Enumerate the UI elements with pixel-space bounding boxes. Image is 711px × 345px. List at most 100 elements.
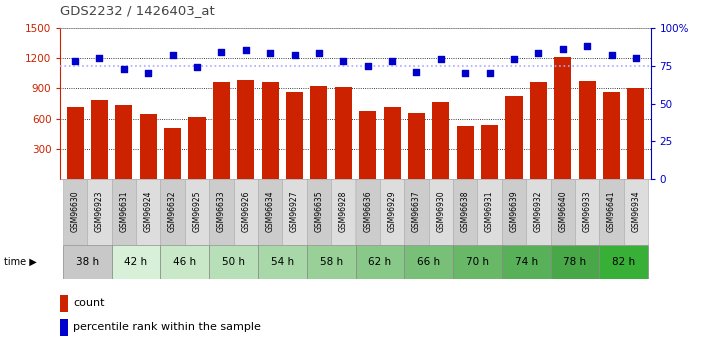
Bar (429, 179, 453, 245)
Text: GSM96639: GSM96639 (510, 190, 518, 232)
Bar (599, 179, 624, 245)
Point (94, 55, 105, 61)
Text: 50 h: 50 h (222, 257, 245, 267)
Bar (115, 105, 132, 179)
Bar (112, 179, 136, 245)
Bar (453, 179, 477, 245)
Point (264, 51, 276, 56)
Point (167, 52, 178, 58)
Text: GSM96930: GSM96930 (437, 190, 445, 232)
Text: GSM96926: GSM96926 (241, 190, 250, 231)
Text: 54 h: 54 h (271, 257, 294, 267)
Bar (359, 111, 376, 179)
Bar (408, 112, 425, 179)
Bar (502, 179, 526, 245)
Bar (481, 125, 498, 179)
Text: GSM96637: GSM96637 (412, 190, 421, 232)
Bar (91, 100, 108, 179)
Text: 66 h: 66 h (417, 257, 440, 267)
Bar (453, 245, 502, 279)
Point (459, 70, 471, 76)
Bar (213, 82, 230, 179)
Text: GSM96923: GSM96923 (95, 190, 104, 231)
Point (314, 51, 325, 56)
Bar (380, 179, 405, 245)
Text: count: count (73, 298, 105, 308)
Bar (331, 179, 356, 245)
Bar (161, 179, 185, 245)
Point (70, 58, 81, 64)
Text: GSM96636: GSM96636 (363, 190, 372, 232)
Bar (550, 245, 599, 279)
Bar (234, 179, 258, 245)
Bar (209, 245, 258, 279)
Bar (356, 245, 405, 279)
Point (557, 46, 569, 52)
Bar (286, 92, 303, 179)
Text: GSM96632: GSM96632 (168, 190, 177, 231)
Bar (60, 319, 68, 336)
Bar (63, 179, 87, 245)
Text: 42 h: 42 h (124, 257, 148, 267)
Text: 58 h: 58 h (319, 257, 343, 267)
Bar (188, 117, 205, 179)
Bar (356, 179, 380, 245)
Text: 38 h: 38 h (75, 257, 99, 267)
Bar (258, 179, 282, 245)
Point (435, 57, 447, 62)
Bar (209, 179, 234, 245)
Point (118, 66, 129, 71)
Text: GSM96633: GSM96633 (217, 190, 226, 232)
Bar (306, 245, 356, 279)
Text: GDS2232 / 1426403_at: GDS2232 / 1426403_at (60, 4, 215, 17)
Text: GSM96634: GSM96634 (266, 190, 274, 232)
Bar (112, 245, 161, 279)
Text: 70 h: 70 h (466, 257, 489, 267)
Text: GSM96640: GSM96640 (558, 190, 567, 232)
Bar (627, 88, 644, 179)
Bar (161, 245, 209, 279)
Point (606, 52, 617, 58)
Bar (258, 245, 306, 279)
Bar (237, 80, 255, 179)
Bar (555, 57, 572, 179)
Text: 62 h: 62 h (368, 257, 392, 267)
Bar (456, 126, 474, 179)
Bar (306, 179, 331, 245)
Text: 74 h: 74 h (515, 257, 538, 267)
Bar (67, 107, 84, 179)
Point (191, 64, 203, 70)
Bar (383, 107, 400, 179)
Text: GSM96933: GSM96933 (582, 190, 592, 232)
Point (582, 43, 593, 49)
Bar (432, 102, 449, 179)
Bar (599, 245, 648, 279)
Bar (262, 82, 279, 179)
Point (411, 69, 422, 75)
Text: GSM96638: GSM96638 (461, 190, 470, 231)
Bar (526, 179, 550, 245)
Point (533, 51, 544, 56)
Point (215, 49, 227, 55)
Bar (506, 96, 523, 179)
Bar (405, 245, 453, 279)
Bar (502, 245, 550, 279)
Bar (311, 86, 328, 179)
Bar (575, 179, 599, 245)
Text: GSM96928: GSM96928 (339, 190, 348, 231)
Bar (624, 179, 648, 245)
Bar (282, 179, 306, 245)
Bar (136, 179, 161, 245)
Bar (579, 81, 596, 179)
Bar (164, 128, 181, 179)
Bar (335, 87, 352, 179)
Bar (63, 245, 112, 279)
Text: 78 h: 78 h (563, 257, 587, 267)
Bar (139, 114, 156, 179)
Bar (477, 179, 502, 245)
Text: GSM96934: GSM96934 (631, 190, 641, 232)
Bar (405, 179, 429, 245)
Text: GSM96929: GSM96929 (387, 190, 397, 231)
Text: time ▶: time ▶ (4, 257, 36, 267)
Bar (185, 179, 209, 245)
